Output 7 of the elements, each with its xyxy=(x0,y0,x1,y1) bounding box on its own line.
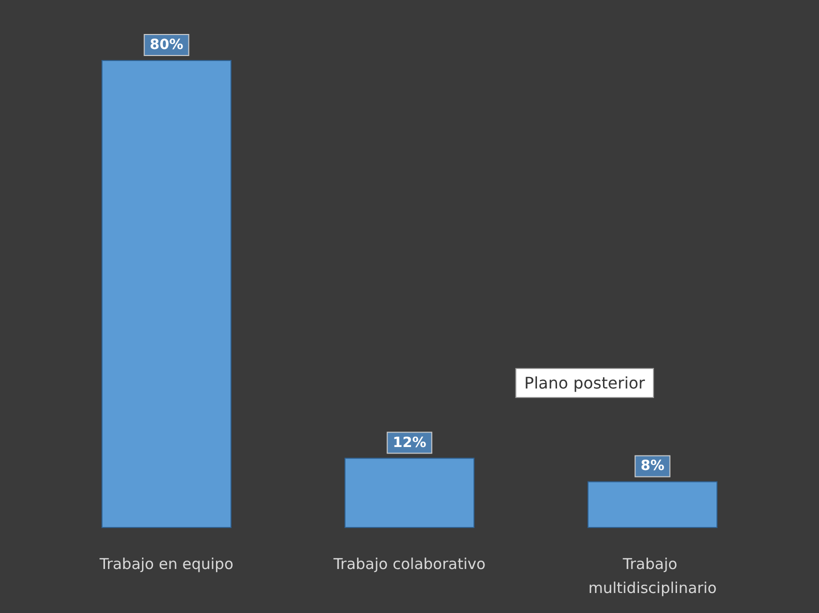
x-tick-label: Trabajo colaborativo xyxy=(332,555,486,573)
data-label: 12% xyxy=(392,434,426,451)
data-label: 8% xyxy=(640,458,664,474)
x-tick-label: Trabajo multidisciplinario xyxy=(588,555,717,597)
data-label: 80% xyxy=(150,37,184,53)
annotation: Plano posterior xyxy=(524,374,646,392)
x-tick-label: Trabajo en equipo xyxy=(98,555,234,573)
